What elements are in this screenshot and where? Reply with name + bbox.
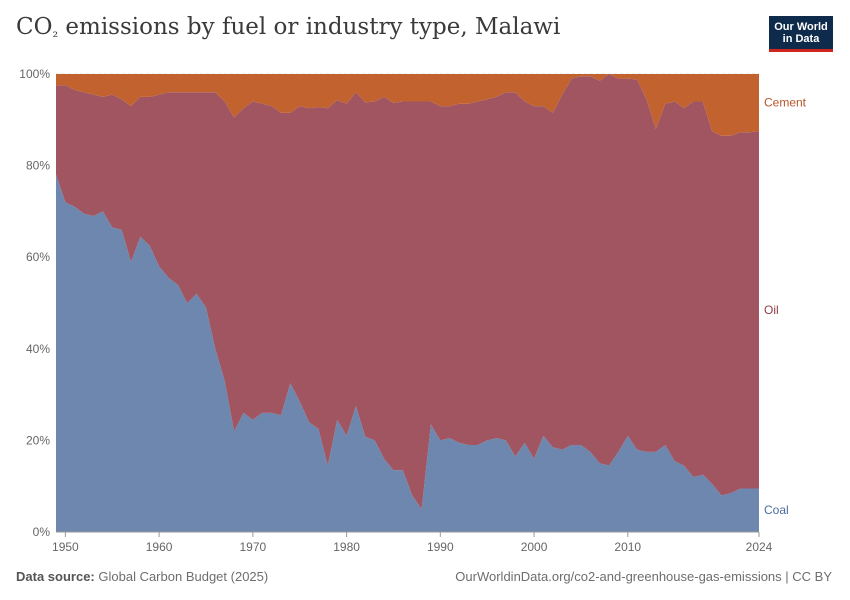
x-tick-label: 1950 [52,540,79,554]
x-tick-label: 1960 [146,540,173,554]
data-source-note: Data source: Global Carbon Budget (2025) [16,569,269,584]
area-cement [56,74,759,136]
source-url[interactable]: OurWorldinData.org/co2-and-greenhouse-ga… [455,569,832,584]
y-tick-label: 0% [33,525,51,539]
stacked-area-chart: 0% 20% 40% 60% 80% 100% 1950 1960 1970 1980 1990 20… [19,67,807,554]
chart-title: CO₂ emissions by fuel or industry type, … [16,14,561,41]
series-label-coal: Coal [764,503,789,517]
x-tick-label: 1990 [427,540,454,554]
x-tick-label: 2024 [746,540,773,554]
y-tick-label: 20% [26,433,50,447]
logo-line-2: in Data [782,33,820,45]
series-label-oil: Oil [764,303,779,317]
x-tick-label: 2000 [521,540,548,554]
y-tick-label: 100% [19,67,50,81]
owid-logo[interactable]: Our World in Data [769,16,833,52]
y-tick-label: 40% [26,342,50,356]
y-tick-label: 60% [26,250,50,264]
x-tick-label: 1980 [333,540,360,554]
area-coal [56,174,759,533]
x-tick-label: 2010 [614,540,641,554]
x-tick-label: 1970 [239,540,266,554]
series-label-cement: Cement [764,96,807,110]
area-oil [56,74,759,510]
logo-line-1: Our World [774,21,828,33]
y-tick-label: 80% [26,159,50,173]
